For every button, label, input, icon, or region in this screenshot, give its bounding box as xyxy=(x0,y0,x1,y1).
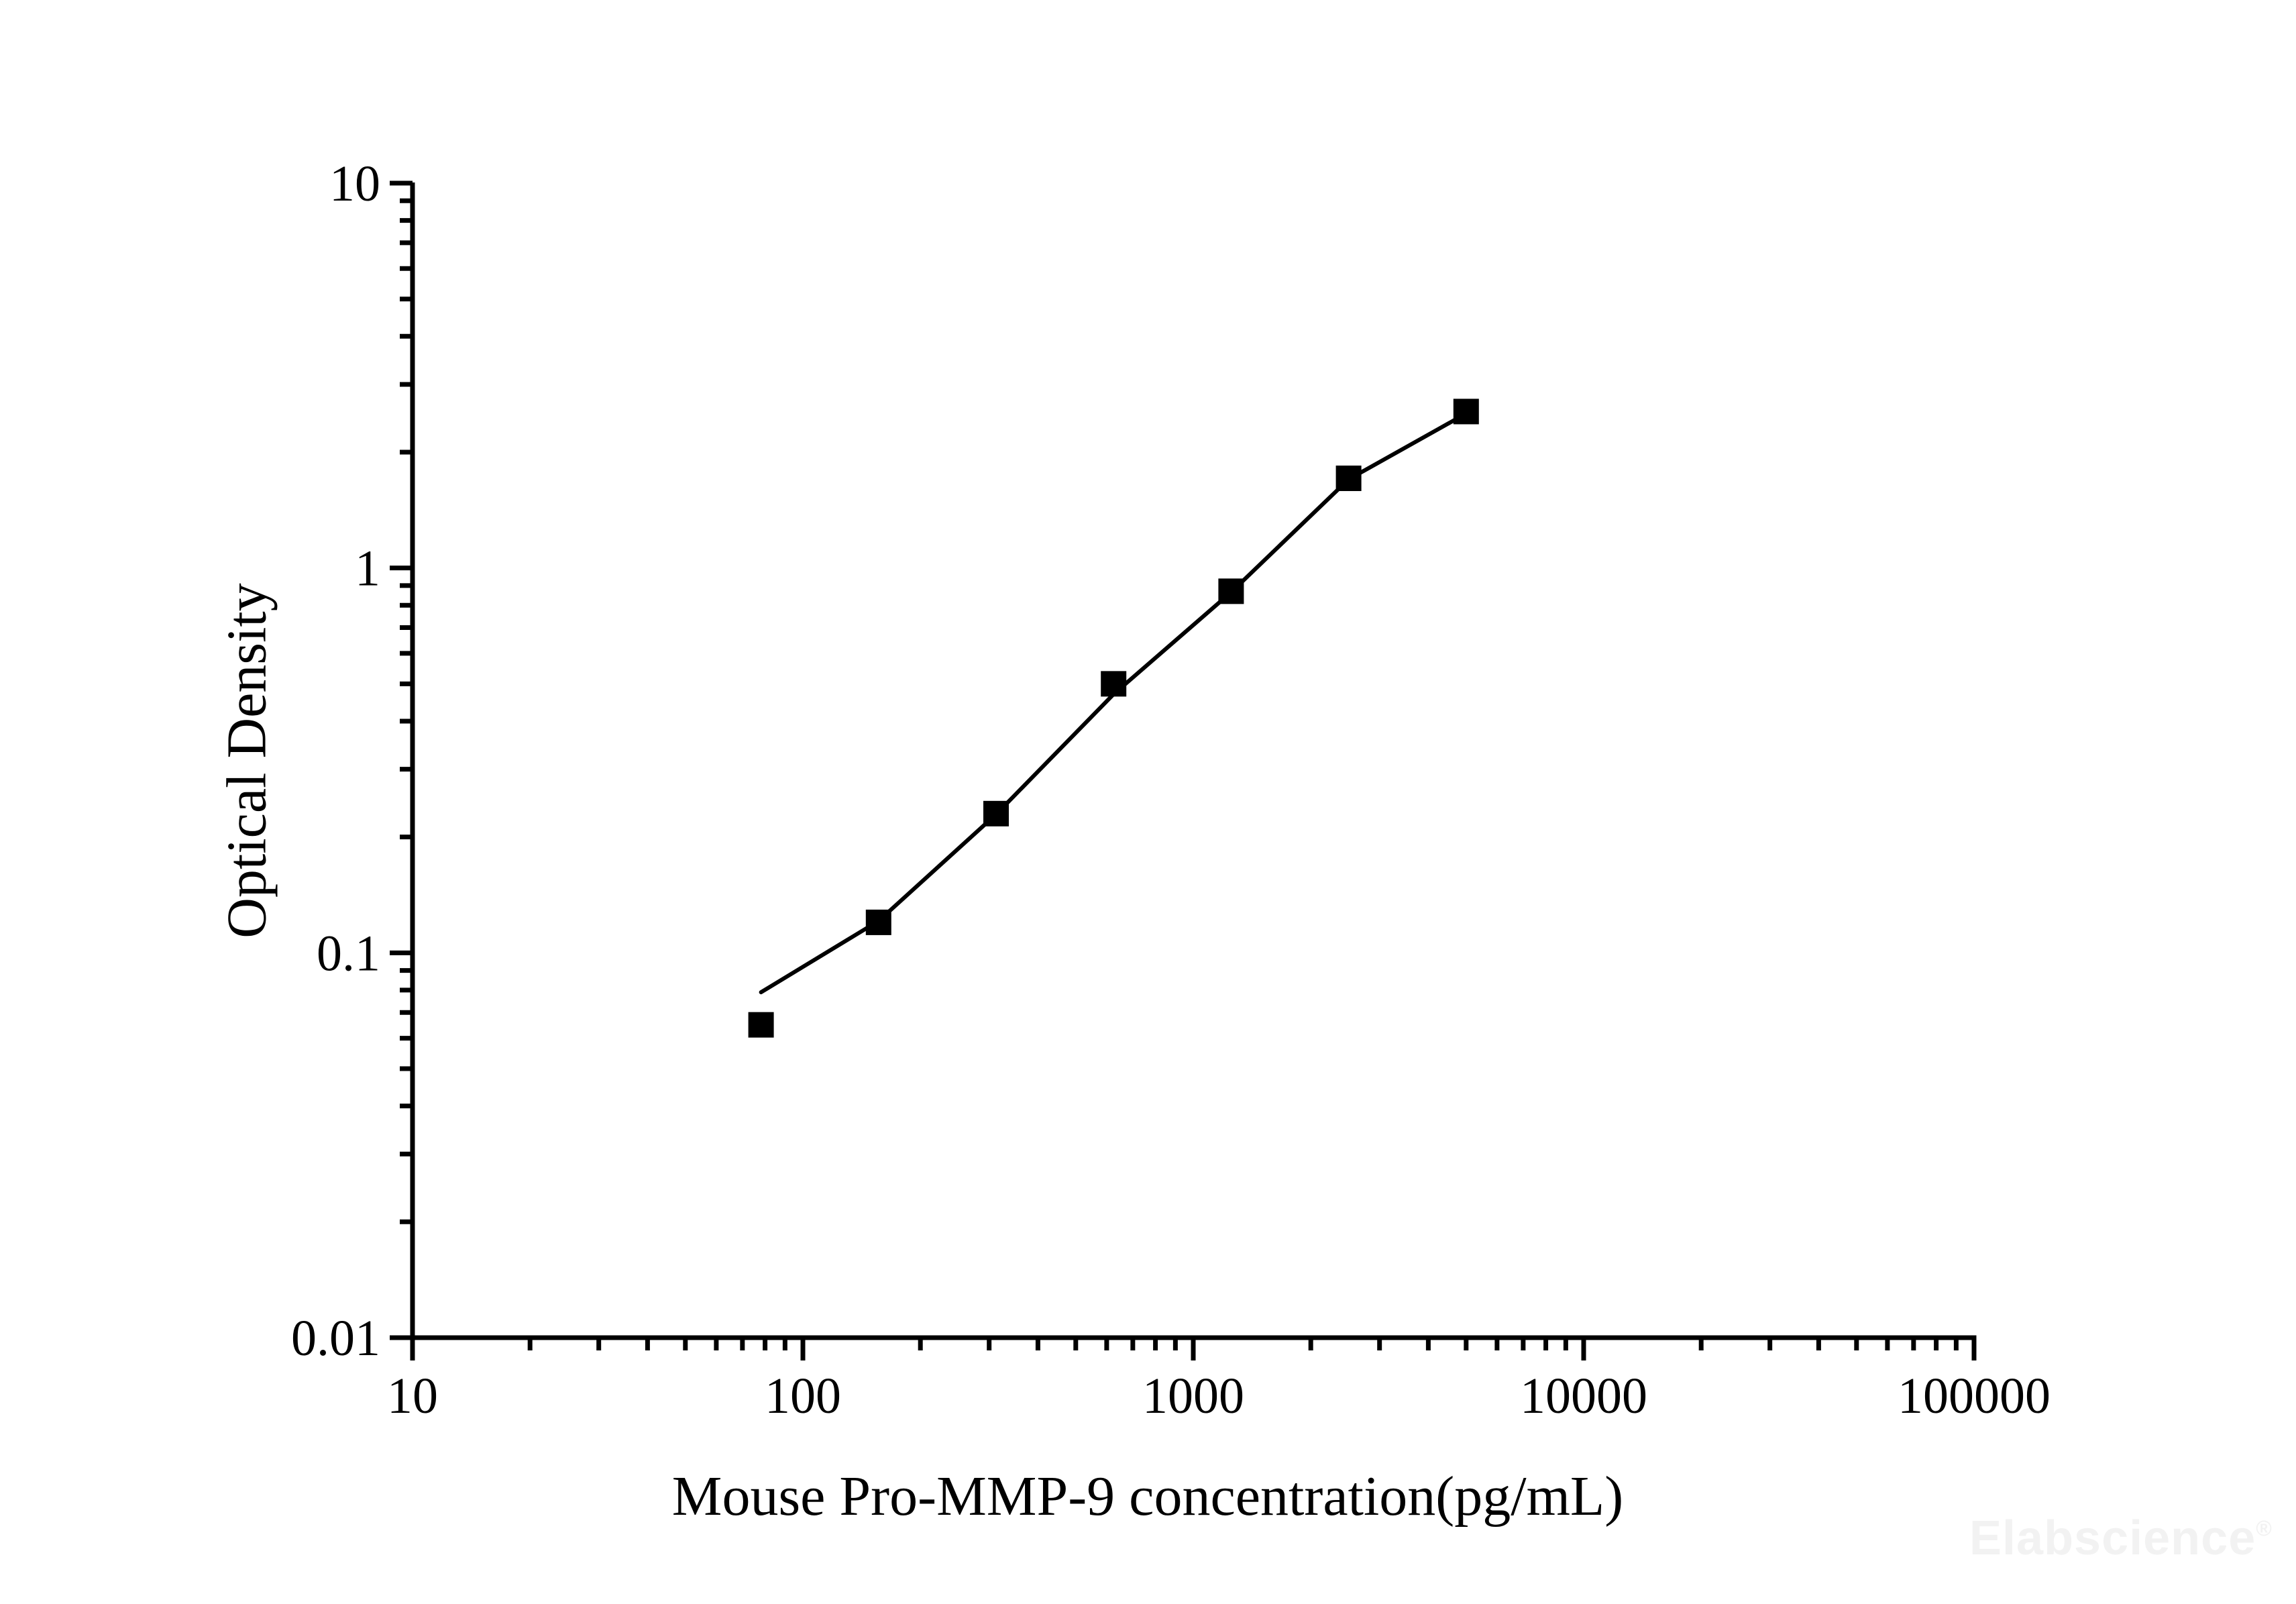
y-tick-label: 0.01 xyxy=(291,1310,380,1367)
x-tick-label: 10 xyxy=(387,1368,438,1424)
x-tick-label: 1000 xyxy=(1142,1368,1244,1424)
fit-curve xyxy=(759,411,1468,995)
data-point-marker xyxy=(865,909,891,935)
y-axis-title: Optical Density xyxy=(215,583,278,939)
y-tick-label: 10 xyxy=(329,156,380,212)
registered-trademark-icon: ® xyxy=(2256,1516,2273,1540)
x-tick-label: 100 xyxy=(765,1368,841,1424)
y-tick-label: 0.1 xyxy=(317,925,380,981)
data-point-marker xyxy=(983,800,1009,826)
data-point-marker xyxy=(1101,671,1127,697)
x-tick-label: 10000 xyxy=(1520,1368,1647,1424)
data-point-marker xyxy=(1335,466,1362,492)
watermark: Elabscience® xyxy=(1969,1511,2273,1566)
data-point-marker xyxy=(1453,398,1479,425)
watermark-text: Elabscience xyxy=(1969,1511,2256,1565)
data-point-marker xyxy=(1218,578,1244,604)
x-tick-label: 100000 xyxy=(1898,1368,2051,1424)
x-axis-title: Mouse Pro-MMP-9 concentration(pg/mL) xyxy=(671,1465,1624,1528)
y-tick-label: 1 xyxy=(355,541,380,597)
data-point-marker xyxy=(748,1012,774,1038)
